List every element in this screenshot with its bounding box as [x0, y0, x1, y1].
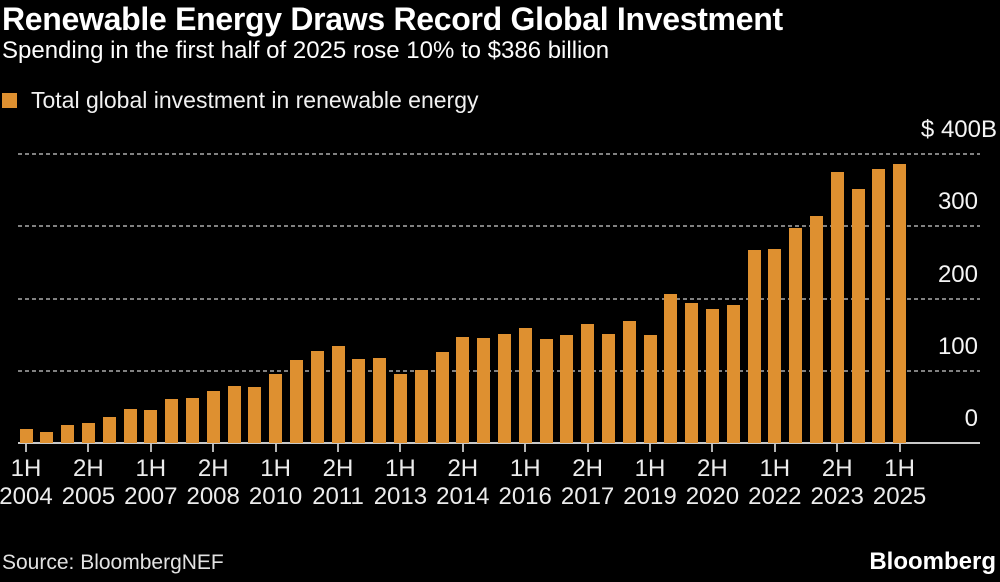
bar: [685, 302, 699, 443]
x-tick-label: 1H 2025: [872, 455, 927, 510]
bar: [560, 334, 574, 443]
x-tick-label: 2H 2011: [312, 455, 364, 510]
bar: [830, 172, 844, 443]
y-tick-label: $ 400B: [920, 116, 997, 143]
x-tick-label: 1H 2019: [623, 455, 677, 510]
axis-tick: [87, 444, 90, 452]
bar: [289, 359, 303, 443]
bar: [414, 370, 428, 443]
chart-subtitle: Spending in the first half of 2025 rose …: [2, 37, 610, 64]
bar: [123, 409, 137, 443]
bar: [726, 305, 740, 443]
bar: [81, 422, 95, 443]
axis-tick: [711, 444, 714, 452]
bar: [185, 398, 199, 443]
bar: [872, 169, 886, 443]
bar: [705, 308, 719, 443]
bar: [497, 333, 511, 443]
bar: [518, 328, 532, 443]
bar: [539, 339, 553, 443]
axis-tick: [649, 444, 651, 452]
x-tick-label: 1H 2013: [373, 455, 428, 510]
gridline: [18, 225, 980, 228]
x-tick-label: 1H 2004: [0, 455, 53, 510]
gridline: [18, 297, 980, 300]
bar: [206, 391, 220, 443]
bar: [622, 320, 636, 443]
x-tick-label: 1H 2007: [124, 455, 178, 510]
axis-tick: [274, 444, 277, 452]
bar: [248, 386, 262, 443]
axis-tick: [149, 444, 152, 452]
page-title: Renewable Energy Draws Record Global Inv…: [2, 1, 783, 37]
axis-tick: [586, 444, 589, 452]
bar: [809, 216, 823, 443]
axis-tick: [898, 444, 901, 452]
gridline: [18, 153, 980, 155]
axis-tick: [212, 444, 215, 452]
bar: [373, 357, 387, 443]
axis-tick: [337, 444, 339, 452]
x-tick-label: 1H 2016: [498, 455, 552, 510]
bar: [269, 374, 283, 443]
axis-tick: [836, 444, 839, 452]
bar: [581, 323, 595, 443]
y-tick-label: 100: [937, 332, 978, 360]
bar: [102, 417, 116, 443]
bar: [601, 333, 615, 443]
x-tick-label: 2H 2005: [61, 455, 116, 510]
bar: [40, 432, 54, 443]
x-tick-label: 2H 2017: [560, 455, 615, 510]
bar: [456, 336, 470, 443]
axis-tick: [25, 444, 27, 452]
bar: [310, 350, 324, 443]
bar: [144, 409, 158, 443]
bar: [331, 345, 345, 443]
bar: [165, 398, 179, 443]
y-tick-label: 200: [937, 260, 978, 288]
x-tick-label: 2H 2008: [186, 455, 240, 510]
bar: [393, 374, 407, 443]
axis-tick: [773, 444, 776, 452]
y-tick-label: 300: [937, 188, 978, 216]
bar: [893, 164, 907, 443]
x-tick-label: 1H 2022: [748, 455, 802, 510]
axis-tick: [524, 444, 527, 452]
x-axis-baseline: [18, 442, 980, 444]
axis-tick: [399, 444, 402, 452]
x-tick-label: 2H 2014: [436, 455, 490, 510]
y-tick-label: 0: [964, 405, 978, 432]
x-tick-label: 2H 2020: [685, 455, 740, 510]
bar: [61, 424, 75, 443]
bar: [227, 385, 241, 443]
legend-swatch: [2, 93, 17, 108]
bar: [768, 248, 782, 443]
legend-label: Total global investment in renewable ene…: [31, 87, 479, 113]
bar: [435, 352, 449, 443]
bar: [477, 337, 491, 443]
bar: [747, 250, 761, 443]
bar: [352, 358, 366, 443]
x-tick-label: 1H 2010: [248, 455, 303, 510]
axis-tick: [461, 444, 464, 452]
x-tick-label: 2H 2023: [810, 455, 864, 510]
source-attribution: Source: BloombergNEF: [2, 551, 224, 574]
bar: [19, 429, 33, 443]
bar: [664, 294, 678, 443]
legend: Total global investment in renewable ene…: [2, 87, 479, 114]
bloomberg-logo: Bloomberg: [869, 548, 996, 575]
bar: [643, 334, 657, 443]
bar: [851, 189, 865, 443]
bar: [789, 227, 803, 443]
